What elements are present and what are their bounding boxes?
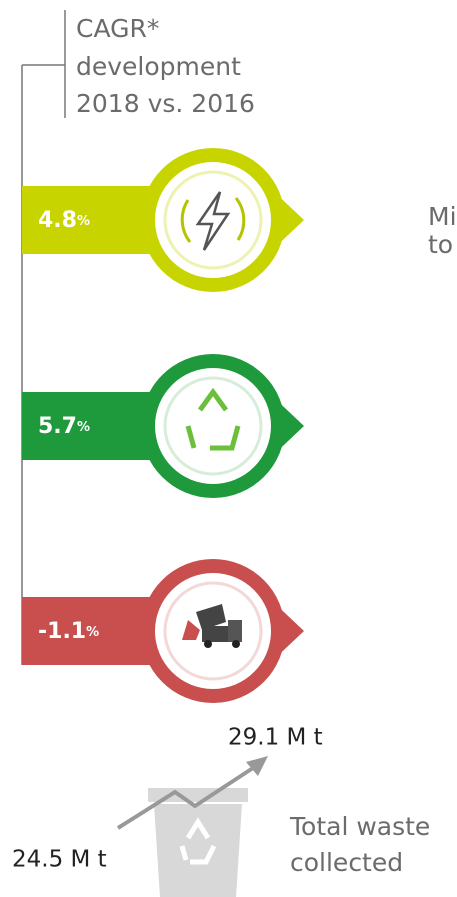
icon-recycle <box>185 387 241 451</box>
band-value: 5.7% <box>38 414 90 439</box>
band-value: -1.1% <box>38 619 99 644</box>
total-start: 24.5 M t <box>12 847 107 873</box>
band: 4.8% <box>22 148 304 292</box>
band: 5.7% <box>22 354 304 498</box>
band: -1.1% <box>22 559 304 703</box>
growth-arrow <box>116 764 258 830</box>
header-line: development <box>76 52 241 81</box>
total-label: collected <box>290 848 403 877</box>
header-line: 2018 vs. 2016 <box>76 89 255 118</box>
header-line: CAGR* <box>76 14 159 43</box>
side-text: Mi <box>428 202 457 231</box>
total-end: 29.1 M t <box>228 725 323 751</box>
icon-truck <box>182 604 242 648</box>
arrow-head <box>246 756 268 776</box>
band-value: 4.8% <box>38 208 90 233</box>
icon-energy <box>195 191 231 251</box>
side-text: to <box>428 230 453 259</box>
total-label: Total waste <box>289 812 430 841</box>
